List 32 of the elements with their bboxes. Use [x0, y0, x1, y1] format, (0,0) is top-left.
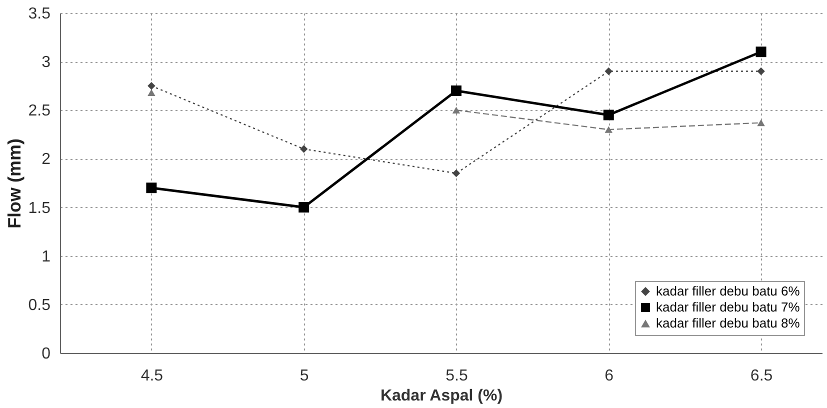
point: [300, 145, 308, 153]
legend-label: kadar filler debu batu 6%: [656, 284, 800, 298]
x-tick-label: 4.5: [140, 368, 164, 384]
point: [757, 119, 765, 126]
point: [452, 169, 460, 178]
x-tick-label: 6: [604, 368, 614, 384]
point: [148, 82, 156, 90]
y-axis-title: Flow (mm): [4, 138, 24, 228]
y-tick-label: 0.5: [28, 296, 51, 314]
point: [298, 202, 310, 213]
y-tick-label: 1.5: [28, 200, 51, 217]
y-tick-label: 2.5: [28, 102, 51, 120]
y-tick-label: 3: [42, 54, 51, 72]
x-tick-label: 5.5: [446, 368, 468, 384]
point: [604, 67, 613, 76]
x-tick-label: 6.5: [750, 368, 773, 384]
legend-label: kadar filler debu batu 7%: [656, 300, 800, 314]
point: [756, 46, 766, 58]
point: [148, 89, 156, 96]
point: [450, 85, 462, 96]
point: [146, 182, 157, 194]
point: [604, 126, 613, 133]
y-tick-label: 2: [42, 151, 51, 168]
y-tick-label: 0: [42, 346, 51, 362]
point: [603, 110, 614, 120]
x-tick-label: 5: [300, 368, 309, 384]
y-tick-label: 3.5: [28, 6, 51, 22]
point: [757, 67, 765, 76]
point: [452, 106, 460, 114]
legend-label: kadar filler debu batu 8%: [656, 316, 800, 330]
y-tick-label: 1: [42, 248, 51, 266]
x-axis-title: Kadar Aspal (%): [380, 388, 503, 404]
